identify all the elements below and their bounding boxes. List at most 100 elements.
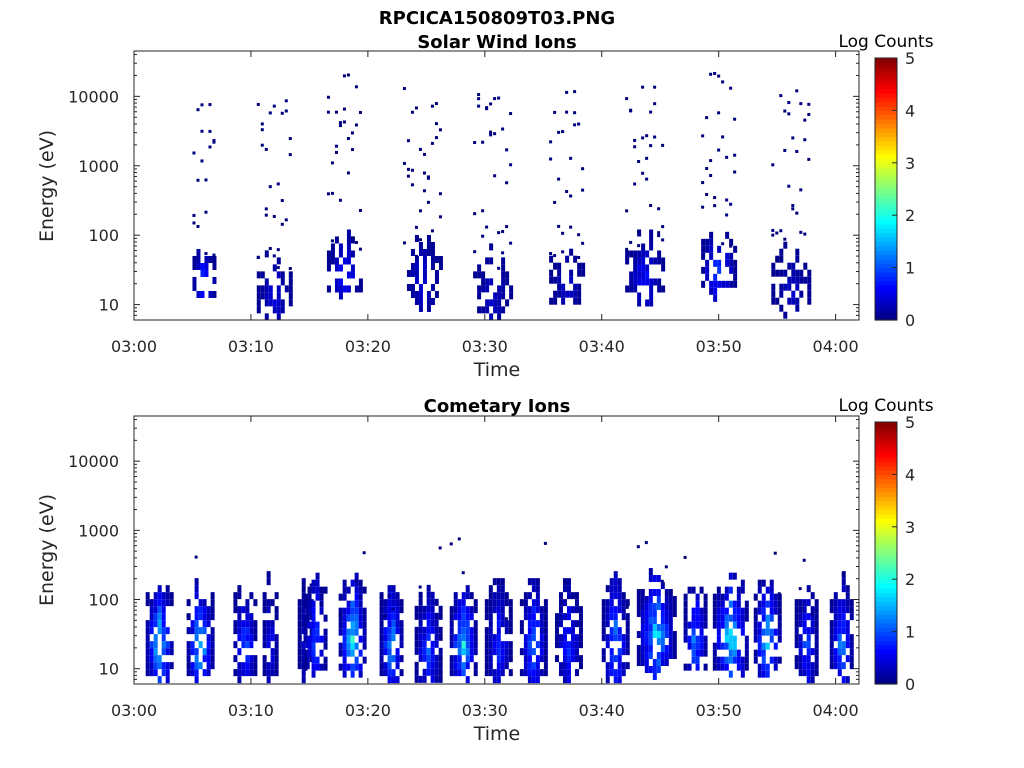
heatmap-cell	[303, 635, 308, 643]
heatmap-cell	[531, 606, 536, 614]
heatmap-cell	[765, 614, 770, 622]
heatmap-cell	[210, 592, 215, 600]
heatmap-cell	[149, 641, 154, 649]
heatmap-cell	[496, 676, 501, 684]
heatmap-cell	[732, 572, 737, 580]
heatmap-cell	[426, 234, 431, 242]
heatmap-cell	[566, 627, 571, 635]
heatmap-cell	[777, 593, 782, 601]
heatmap-cell	[728, 670, 733, 678]
heatmap-cell	[621, 641, 626, 649]
heatmap-cell	[426, 633, 431, 641]
heatmap-cell	[716, 586, 721, 594]
heatmap-cell	[319, 602, 323, 606]
heatmap-cell	[574, 641, 579, 649]
heatmap-cell	[262, 641, 267, 649]
colorbar-segment	[875, 461, 897, 467]
heatmap-cell	[687, 663, 692, 671]
heatmap-cell	[753, 593, 758, 601]
heatmap-cell	[802, 606, 807, 614]
heatmap-cell	[581, 167, 585, 171]
heatmap-cell	[837, 620, 842, 628]
heatmap-cell	[553, 290, 558, 298]
heatmap-cell	[288, 153, 292, 157]
heatmap-cell	[569, 276, 574, 284]
heatmap-cell	[414, 675, 419, 683]
heatmap-cell	[354, 240, 358, 244]
heatmap-cell	[773, 600, 778, 608]
heatmap-cell	[305, 655, 310, 663]
heatmap-cell	[354, 586, 359, 594]
panel-2-axes-box	[133, 415, 860, 685]
heatmap-cell	[350, 621, 355, 629]
heatmap-cell	[795, 211, 799, 215]
heatmap-cell	[301, 578, 306, 586]
heatmap-cell	[802, 613, 807, 621]
heatmap-cell	[724, 642, 729, 650]
heatmap-cell	[157, 585, 162, 593]
heatmap-cell	[272, 214, 276, 218]
colorbar-segment	[875, 452, 897, 458]
heatmap-cell	[769, 593, 774, 601]
heatmap-cell	[716, 607, 721, 615]
heatmap-cell	[621, 669, 626, 677]
heatmap-cell	[717, 266, 722, 274]
heatmap-cell	[383, 662, 388, 670]
heatmap-cell	[422, 626, 427, 634]
heatmap-cell	[354, 663, 359, 671]
heatmap-cell	[557, 177, 561, 181]
heatmap-cell	[641, 136, 645, 140]
heatmap-cell	[806, 648, 811, 656]
heatmap-cell	[729, 202, 733, 206]
heatmap-cell	[802, 599, 807, 607]
heatmap-cell	[465, 627, 470, 635]
heatmap-cell	[169, 641, 174, 649]
heatmap-cell	[430, 661, 435, 669]
heatmap-cell	[504, 641, 509, 649]
heatmap-cell	[496, 592, 501, 600]
heatmap-cell	[145, 648, 150, 656]
colorbar-segment	[875, 210, 897, 216]
heatmap-cell	[683, 628, 688, 636]
heatmap-cell	[307, 635, 312, 643]
heatmap-cell	[204, 210, 208, 214]
heatmap-cell	[422, 675, 427, 683]
heatmap-cell	[194, 613, 199, 621]
heatmap-cell	[469, 641, 474, 649]
heatmap-cell	[765, 663, 770, 671]
heatmap-cell	[712, 656, 717, 664]
heatmap-cell	[771, 290, 776, 298]
heatmap-cell	[469, 606, 474, 614]
colorbar-segment	[875, 245, 897, 251]
heatmap-cell	[418, 626, 423, 634]
heatmap-cell	[461, 606, 466, 614]
heatmap-cell	[319, 663, 324, 671]
panel-2-x-axis-label: Time	[473, 723, 521, 745]
heatmap-cell	[617, 634, 622, 642]
heatmap-cell	[342, 670, 347, 678]
heatmap-cell	[504, 648, 509, 656]
heatmap-cell	[527, 627, 532, 635]
heatmap-cell	[145, 599, 150, 607]
heatmap-cell	[362, 656, 367, 664]
heatmap-cell	[636, 631, 641, 639]
heatmap-cell	[492, 676, 497, 684]
heatmap-cell	[245, 641, 250, 649]
heatmap-cell	[664, 652, 669, 660]
heatmap-cell	[601, 599, 606, 607]
heatmap-cell	[558, 620, 563, 628]
heatmap-cell	[233, 669, 238, 677]
heatmap-cell	[570, 641, 575, 649]
heatmap-cell	[845, 585, 850, 593]
heatmap-cell	[307, 649, 312, 657]
heatmap-cell	[202, 599, 207, 607]
heatmap-cell	[777, 628, 782, 636]
heatmap-cell	[430, 640, 435, 648]
heatmap-cell	[769, 656, 774, 664]
heatmap-cell	[280, 199, 284, 203]
heatmap-cell	[426, 297, 431, 305]
y-tick-label: 10	[99, 660, 119, 679]
heatmap-cell	[633, 138, 637, 142]
heatmap-cell	[245, 634, 250, 642]
